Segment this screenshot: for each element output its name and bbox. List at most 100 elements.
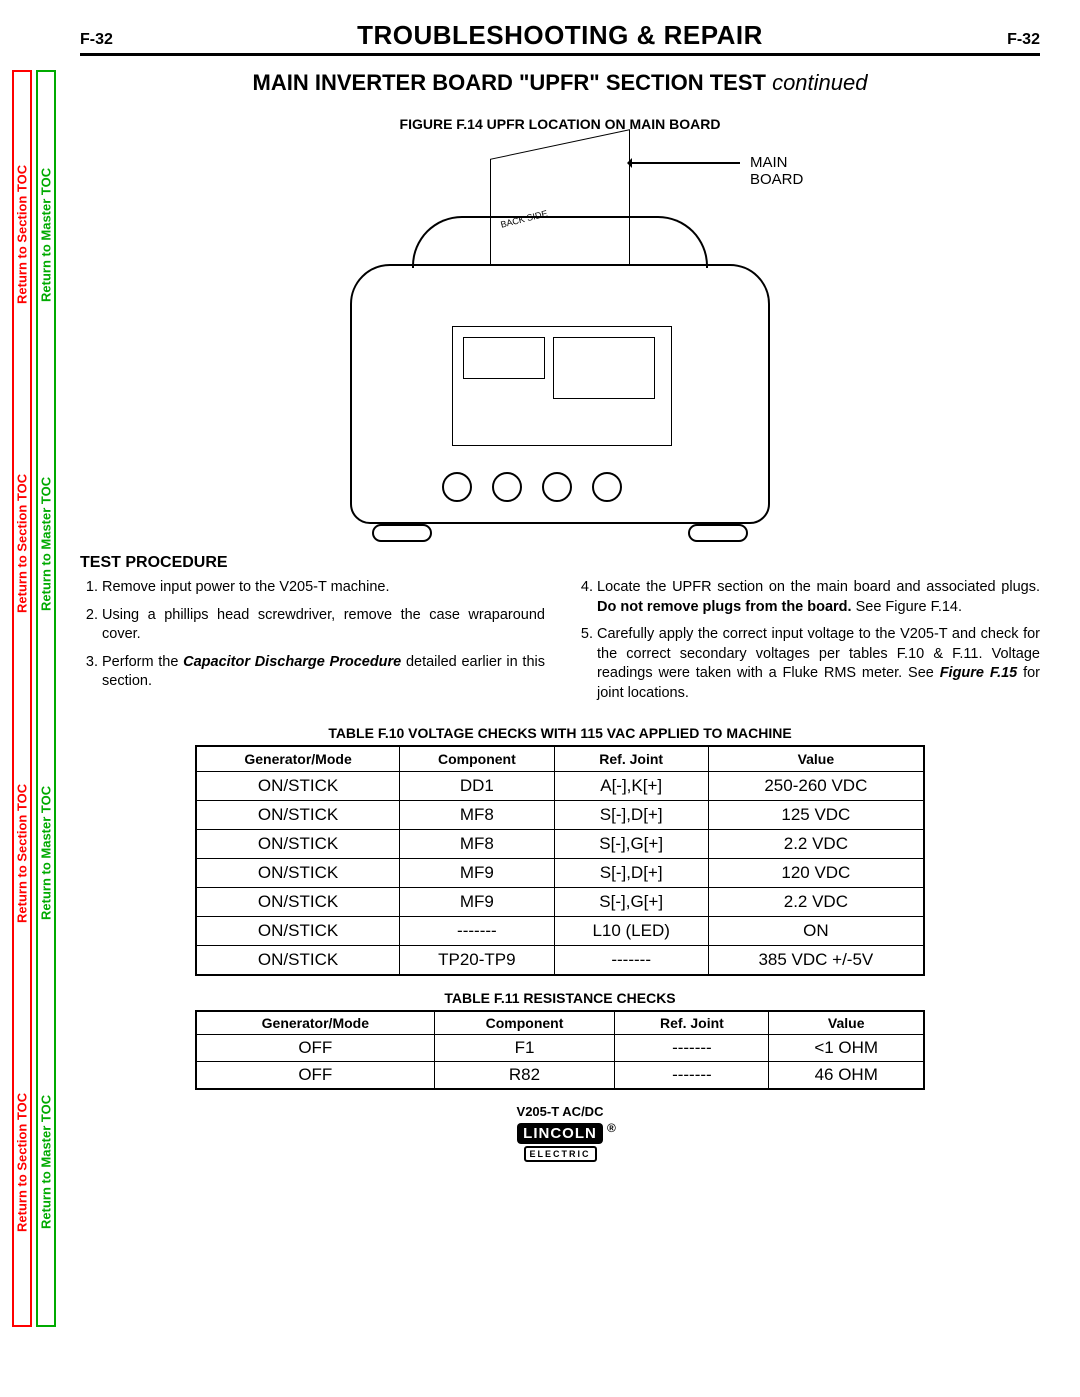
table-cell: ON: [708, 917, 924, 946]
step-emph: Capacitor Discharge Procedure: [183, 654, 401, 670]
subtitle-main: MAIN INVERTER BOARD "UPFR" SECTION TEST: [253, 70, 773, 95]
step-text: Perform the: [102, 654, 183, 670]
tab-label: Return to Master TOC: [39, 477, 54, 611]
table-row: ON/STICKMF9S[-],G[+]2.2 VDC: [196, 888, 924, 917]
table-cell: A[-],K[+]: [554, 772, 708, 801]
procedure-right-column: Locate the UPFR section on the main boar…: [575, 578, 1040, 711]
procedure-step: Carefully apply the correct input voltag…: [597, 625, 1040, 703]
knob-icon: [542, 472, 572, 502]
foot-icon: [372, 524, 432, 542]
knob-icon: [592, 472, 622, 502]
model-number: V205-T AC/DC: [80, 1104, 1040, 1119]
procedure-left-column: Remove input power to the V205-T machine…: [80, 578, 545, 711]
tab-label: Return to Master TOC: [39, 786, 54, 920]
page-footer: V205-T AC/DC LINCOLN ELECTRIC: [80, 1104, 1040, 1162]
tab-label: Return to Section TOC: [15, 474, 30, 613]
step-text: Remove input power to the V205-T machine…: [102, 579, 389, 595]
table-row: ON/STICK-------L10 (LED)ON: [196, 917, 924, 946]
table-f11: Generator/Mode Component Ref. Joint Valu…: [195, 1010, 925, 1090]
figure-f14-illustration: BACK SIDE MAIN BOARD: [300, 144, 820, 544]
table-cell: 120 VDC: [708, 859, 924, 888]
front-panel: [452, 326, 672, 446]
step-emph: Figure F.15: [940, 665, 1018, 681]
col-header: Ref. Joint: [554, 746, 708, 772]
step-text: See Figure F.14.: [852, 599, 962, 615]
logo-bottom-text: ELECTRIC: [524, 1146, 597, 1162]
table-f11-caption: TABLE F.11 RESISTANCE CHECKS: [80, 990, 1040, 1006]
table-cell: 385 VDC +/-5V: [708, 946, 924, 976]
col-header: Ref. Joint: [615, 1011, 769, 1035]
leader-line: [630, 162, 740, 164]
table-cell: MF8: [400, 801, 555, 830]
table-cell: -------: [400, 917, 555, 946]
table-cell: OFF: [196, 1035, 434, 1062]
table-cell: F1: [434, 1035, 615, 1062]
tab-label: Return to Section TOC: [15, 165, 30, 304]
table-row: ON/STICKMF8S[-],G[+]2.2 VDC: [196, 830, 924, 859]
page-header: F-32 TROUBLESHOOTING & REPAIR F-32: [80, 20, 1040, 56]
table-f10: Generator/Mode Component Ref. Joint Valu…: [195, 745, 925, 976]
table-cell: ON/STICK: [196, 772, 400, 801]
table-row: OFFF1-------<1 OHM: [196, 1035, 924, 1062]
table-cell: 2.2 VDC: [708, 888, 924, 917]
table-cell: <1 OHM: [769, 1035, 924, 1062]
page-content: F-32 TROUBLESHOOTING & REPAIR F-32 MAIN …: [80, 20, 1040, 1377]
knob-icon: [492, 472, 522, 502]
table-cell: S[-],G[+]: [554, 888, 708, 917]
procedure-step: Locate the UPFR section on the main boar…: [597, 578, 1040, 617]
col-header: Value: [708, 746, 924, 772]
page-number-right: F-32: [1007, 31, 1040, 49]
table-cell: 250-260 VDC: [708, 772, 924, 801]
table-cell: S[-],D[+]: [554, 801, 708, 830]
table-header-row: Generator/Mode Component Ref. Joint Valu…: [196, 1011, 924, 1035]
figure-caption: FIGURE F.14 UPFR LOCATION ON MAIN BOARD: [80, 116, 1040, 132]
table-cell: ON/STICK: [196, 801, 400, 830]
table-row: ON/STICKDD1A[-],K[+]250-260 VDC: [196, 772, 924, 801]
side-navigation: Return to Section TOC Return to Section …: [12, 70, 56, 1327]
col-header: Value: [769, 1011, 924, 1035]
section-subtitle: MAIN INVERTER BOARD "UPFR" SECTION TEST …: [80, 70, 1040, 96]
step-bold: Do not remove plugs from the board.: [597, 599, 852, 615]
procedure-heading: TEST PROCEDURE: [80, 554, 1040, 572]
step-text: Locate the UPFR section on the main boar…: [597, 579, 1040, 595]
table-cell: 46 OHM: [769, 1062, 924, 1090]
knob-icon: [442, 472, 472, 502]
table-f10-body: ON/STICKDD1A[-],K[+]250-260 VDCON/STICKM…: [196, 772, 924, 976]
table-cell: TP20-TP9: [400, 946, 555, 976]
table-cell: ON/STICK: [196, 946, 400, 976]
page-number-left: F-32: [80, 31, 113, 49]
machine-outline: [350, 264, 770, 524]
table-cell: R82: [434, 1062, 615, 1090]
table-cell: -------: [554, 946, 708, 976]
procedure-step: Remove input power to the V205-T machine…: [102, 578, 545, 598]
table-f11-body: OFFF1-------<1 OHMOFFR82-------46 OHM: [196, 1035, 924, 1090]
table-cell: ON/STICK: [196, 888, 400, 917]
table-row: OFFR82-------46 OHM: [196, 1062, 924, 1090]
procedure-columns: Remove input power to the V205-T machine…: [80, 578, 1040, 711]
return-master-toc-tab[interactable]: Return to Master TOC Return to Master TO…: [36, 70, 56, 1327]
table-cell: MF8: [400, 830, 555, 859]
table-header-row: Generator/Mode Component Ref. Joint Valu…: [196, 746, 924, 772]
table-row: ON/STICKTP20-TP9-------385 VDC +/-5V: [196, 946, 924, 976]
tab-label: Return to Master TOC: [39, 1095, 54, 1229]
step-text: Using a phillips head screwdriver, remov…: [102, 607, 545, 643]
tab-label: Return to Master TOC: [39, 168, 54, 302]
table-cell: MF9: [400, 888, 555, 917]
table-cell: S[-],G[+]: [554, 830, 708, 859]
table-cell: ON/STICK: [196, 859, 400, 888]
foot-icon: [688, 524, 748, 542]
table-cell: DD1: [400, 772, 555, 801]
table-row: ON/STICKMF8S[-],D[+]125 VDC: [196, 801, 924, 830]
procedure-list-left: Remove input power to the V205-T machine…: [80, 578, 545, 692]
table-cell: 2.2 VDC: [708, 830, 924, 859]
procedure-step: Using a phillips head screwdriver, remov…: [102, 606, 545, 645]
table-cell: -------: [615, 1035, 769, 1062]
col-header: Component: [434, 1011, 615, 1035]
procedure-list-right: Locate the UPFR section on the main boar…: [575, 578, 1040, 703]
return-section-toc-tab[interactable]: Return to Section TOC Return to Section …: [12, 70, 32, 1327]
table-cell: ON/STICK: [196, 830, 400, 859]
procedure-step: Perform the Capacitor Discharge Procedur…: [102, 653, 545, 692]
table-cell: 125 VDC: [708, 801, 924, 830]
table-cell: L10 (LED): [554, 917, 708, 946]
chapter-title: TROUBLESHOOTING & REPAIR: [357, 20, 763, 51]
